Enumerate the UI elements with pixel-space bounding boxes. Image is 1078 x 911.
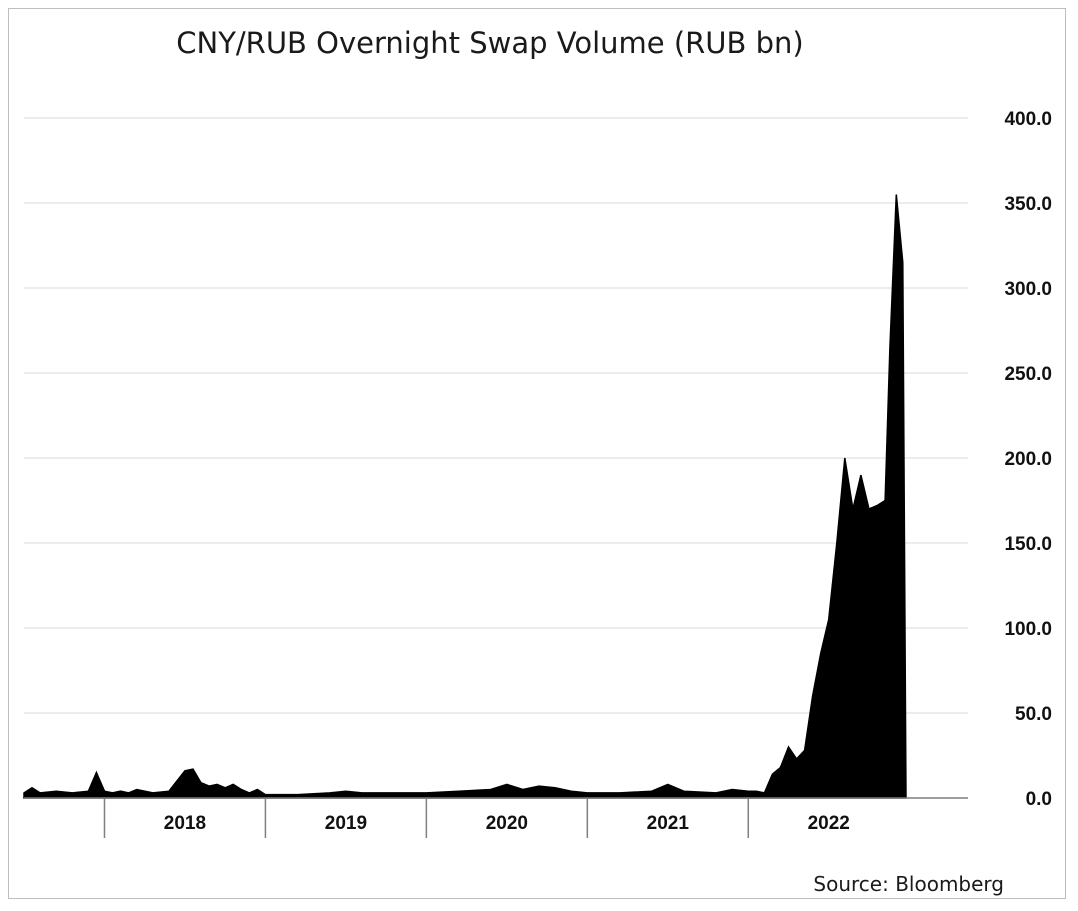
series-area-0 [23,194,907,799]
x-axis [24,797,968,838]
y-tick-label: 250.0 [1004,364,1052,385]
y-tick-label: 200.0 [1004,449,1052,470]
y-tick-label: 150.0 [1004,534,1052,555]
y-tick-label: 400.0 [1004,109,1052,130]
x-category-label: 2020 [486,813,528,834]
y-tick-label: 0.0 [1026,789,1052,810]
y-tick-label: 350.0 [1004,194,1052,215]
source-note: Source: Bloomberg [813,872,1004,896]
x-category-label: 2018 [164,813,206,834]
y-axis-ticks: 0.0 50.0 100.0 150.0 200.0 250.0 300.0 350.0 400… [1004,109,1052,810]
y-tick-label: 50.0 [1015,704,1052,725]
x-category-label: 2022 [808,813,850,834]
x-category-label: 2021 [647,813,690,834]
y-tick-label: 100.0 [1004,619,1052,640]
x-axis-labels: 2018 2019 2020 2021 2022 [164,813,850,834]
chart-title: CNY/RUB Overnight Swap Volume (RUB bn) [176,26,804,60]
y-tick-label: 300.0 [1004,279,1052,300]
gridlines [24,117,968,714]
x-category-label: 2019 [325,813,367,834]
series-area [23,194,907,799]
